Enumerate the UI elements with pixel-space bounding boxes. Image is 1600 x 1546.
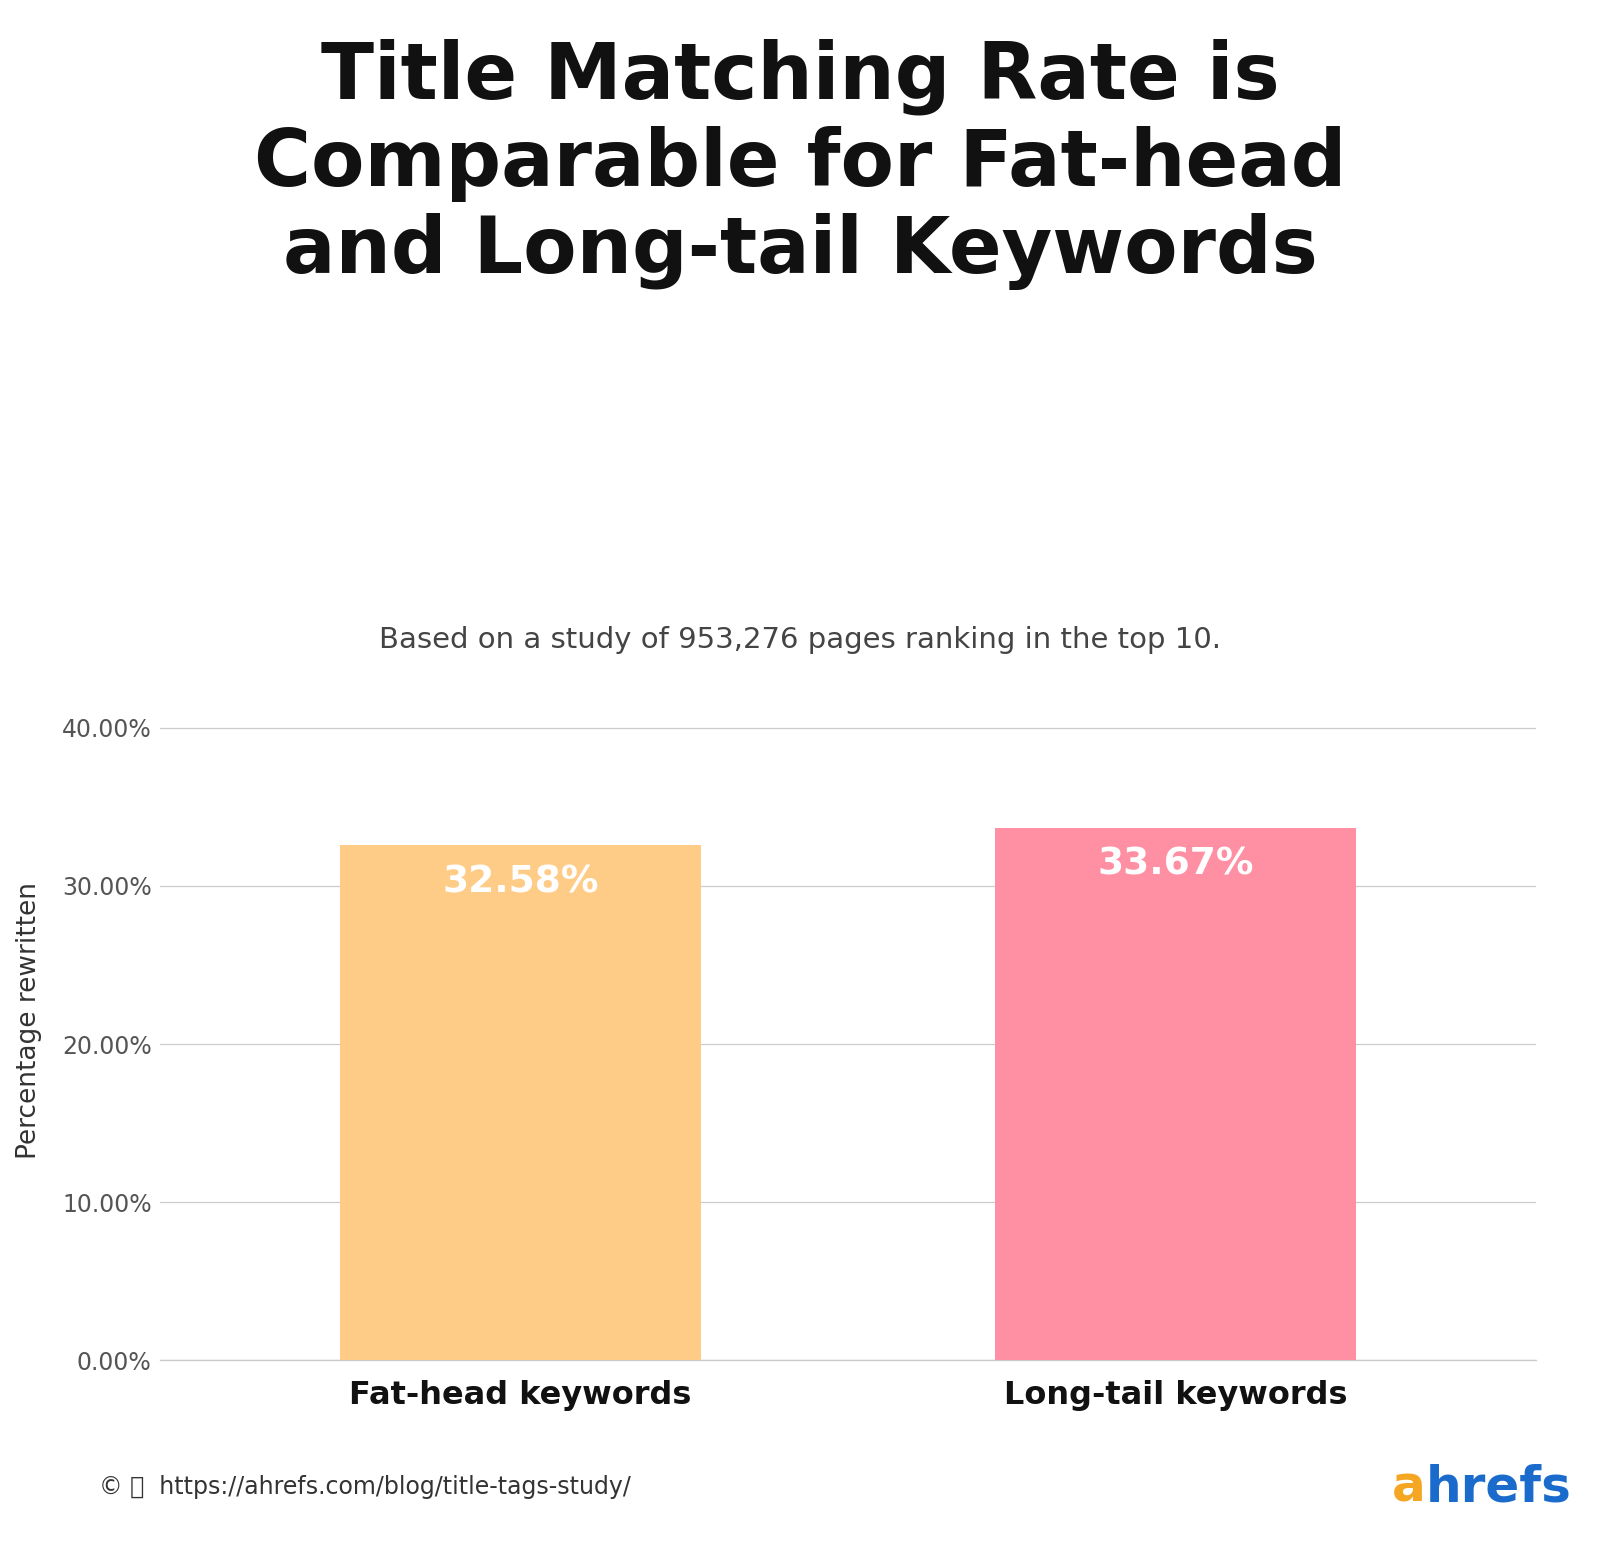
- Text: hrefs: hrefs: [1426, 1463, 1571, 1512]
- Text: a: a: [1392, 1463, 1426, 1512]
- Bar: [341, 846, 701, 1360]
- Text: Title Matching Rate is
Comparable for Fat-head
and Long-tail Keywords: Title Matching Rate is Comparable for Fa…: [254, 39, 1346, 289]
- Y-axis label: Percentage rewritten: Percentage rewritten: [16, 881, 43, 1160]
- Text: © ⓘ  https://ahrefs.com/blog/title-tags-study/: © ⓘ https://ahrefs.com/blog/title-tags-s…: [99, 1475, 630, 1500]
- Text: 33.67%: 33.67%: [1098, 847, 1254, 883]
- Bar: [995, 827, 1355, 1360]
- Text: Based on a study of 953,276 pages ranking in the top 10.: Based on a study of 953,276 pages rankin…: [379, 626, 1221, 654]
- Text: 32.58%: 32.58%: [442, 864, 598, 900]
